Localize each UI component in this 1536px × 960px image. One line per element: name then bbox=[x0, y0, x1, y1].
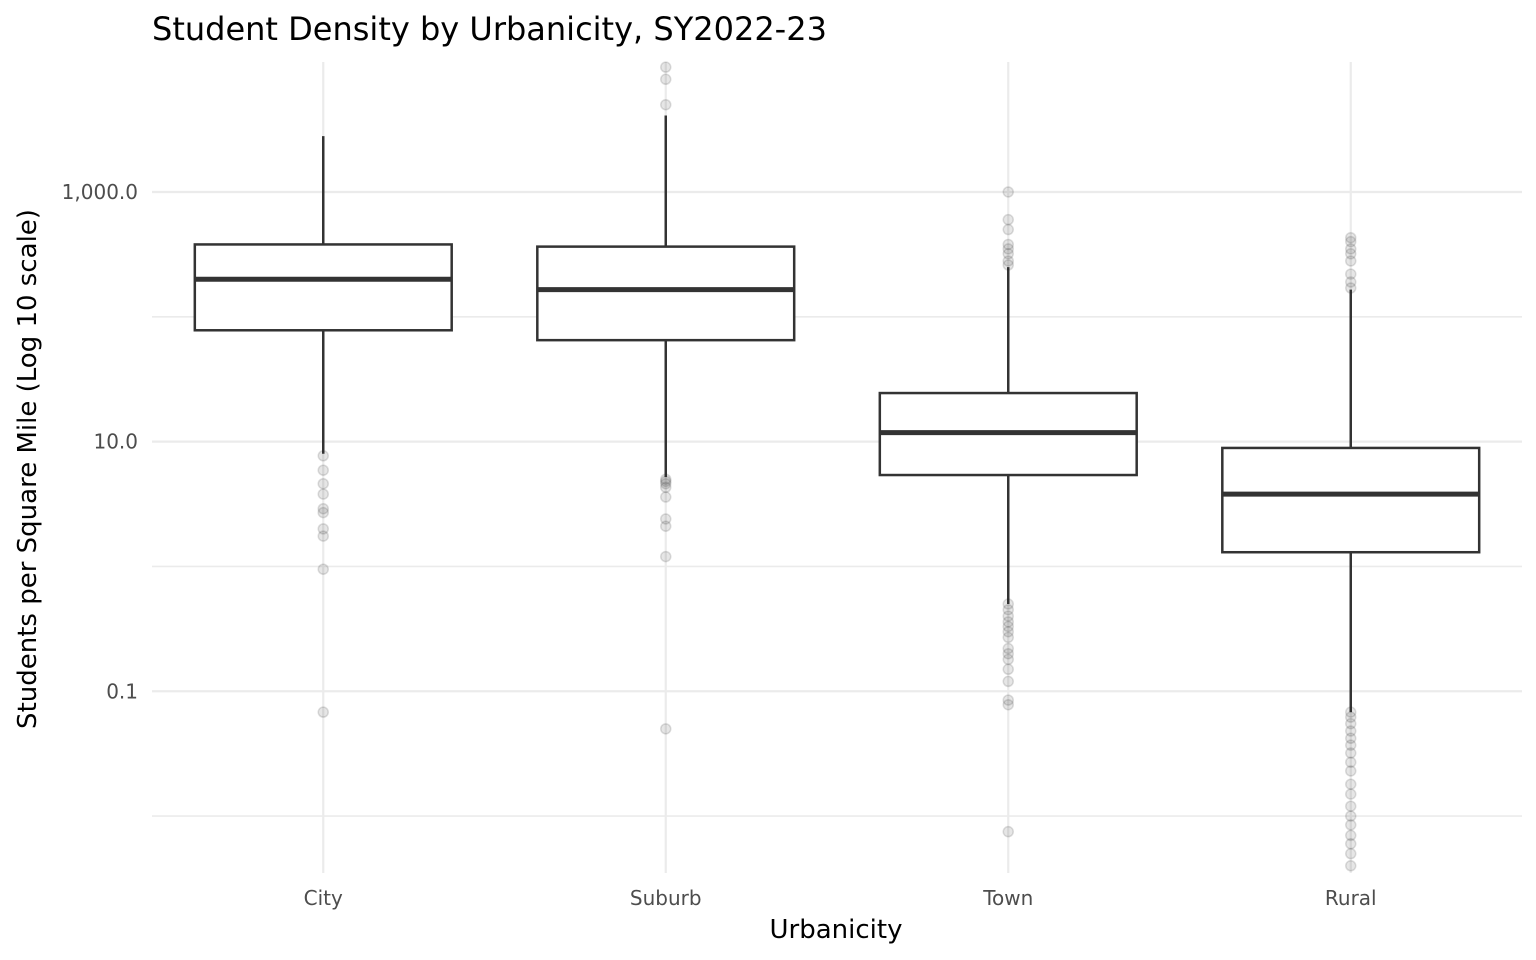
outlier-point bbox=[1002, 625, 1014, 638]
outlier-point bbox=[660, 723, 672, 735]
x-tick-label: Rural bbox=[1325, 886, 1377, 910]
outlier-point bbox=[317, 450, 329, 462]
tick-layer: 0.1 10.0 1,000.0 City Suburb Town Rural bbox=[62, 180, 1377, 910]
iqr-box bbox=[1221, 446, 1481, 554]
iqr-box bbox=[193, 243, 453, 332]
y-tick-label: 1,000.0 bbox=[62, 180, 138, 204]
outlier-point bbox=[1002, 259, 1014, 271]
outlier-point bbox=[1002, 642, 1014, 655]
outlier-point bbox=[1345, 276, 1357, 288]
y-tick-label: 0.1 bbox=[106, 679, 138, 703]
outlier-point bbox=[1002, 186, 1014, 198]
outlier-point bbox=[1345, 756, 1357, 768]
outlier-point bbox=[660, 513, 672, 525]
outlier-point bbox=[317, 563, 329, 575]
outlier-point bbox=[1345, 847, 1357, 860]
outlier-point bbox=[1002, 694, 1014, 706]
outlier-point bbox=[660, 550, 672, 563]
outlier-point bbox=[1002, 255, 1014, 267]
outlier-point bbox=[1345, 739, 1357, 751]
outlier-point bbox=[1002, 223, 1014, 236]
x-tick-label: Town bbox=[982, 886, 1033, 910]
outlier-point bbox=[660, 473, 672, 485]
outlier-point bbox=[1002, 243, 1014, 255]
x-tick-label: Suburb bbox=[630, 886, 702, 910]
box-group-suburb bbox=[536, 115, 796, 478]
outlier-point bbox=[1345, 725, 1357, 737]
outlier-point bbox=[660, 475, 672, 488]
box-group-town bbox=[878, 267, 1138, 605]
outlier-point bbox=[1345, 248, 1357, 260]
outlier-point bbox=[1345, 778, 1357, 790]
outlier-point bbox=[1345, 819, 1357, 831]
outlier-point bbox=[1345, 800, 1357, 812]
x-tick-label: City bbox=[304, 886, 343, 910]
outlier-point bbox=[1002, 631, 1014, 644]
outlier-point bbox=[660, 481, 672, 494]
outlier-point bbox=[1002, 610, 1014, 622]
outlier-point bbox=[1002, 663, 1014, 676]
outlier-point bbox=[1002, 647, 1014, 660]
outlier-point bbox=[1345, 717, 1357, 730]
outlier-point bbox=[1345, 235, 1357, 248]
outlier-point bbox=[1345, 732, 1357, 745]
outlier-point bbox=[317, 523, 329, 535]
outlier-point bbox=[1345, 829, 1357, 842]
outlier-point bbox=[317, 502, 329, 515]
outlier-point bbox=[1345, 255, 1357, 267]
outlier-point bbox=[317, 506, 329, 519]
outlier-point bbox=[660, 73, 672, 86]
iqr-box bbox=[536, 245, 796, 342]
outlier-point bbox=[1345, 706, 1357, 718]
outlier-point bbox=[1002, 616, 1014, 628]
outlier-point bbox=[317, 706, 329, 718]
outlier-point bbox=[660, 477, 672, 490]
outlier-point bbox=[1345, 268, 1357, 280]
outlier-layer bbox=[317, 61, 1357, 872]
outlier-point bbox=[1345, 765, 1357, 777]
outlier-point bbox=[1345, 282, 1357, 294]
outlier-point bbox=[660, 61, 672, 73]
outlier-point bbox=[1002, 620, 1014, 633]
outlier-point bbox=[1345, 747, 1357, 759]
box-group-city bbox=[193, 136, 453, 454]
outlier-point bbox=[317, 464, 329, 476]
box-layer bbox=[193, 115, 1481, 713]
box-group-rural bbox=[1221, 289, 1481, 713]
chart-title: Student Density by Urbanicity, SY2022-23 bbox=[152, 10, 827, 48]
outlier-point bbox=[1345, 711, 1357, 723]
y-tick-label: 10.0 bbox=[93, 430, 138, 454]
outlier-point bbox=[1002, 248, 1014, 260]
outlier-point bbox=[1002, 213, 1014, 226]
outlier-point bbox=[1345, 788, 1357, 800]
y-axis-title: Students per Square Mile (Log 10 scale) bbox=[13, 209, 43, 729]
outlier-point bbox=[1002, 238, 1014, 251]
outlier-point bbox=[1002, 698, 1014, 711]
outlier-point bbox=[1345, 860, 1357, 872]
outlier-point bbox=[1002, 603, 1014, 616]
outlier-point bbox=[1345, 810, 1357, 822]
outlier-point bbox=[1345, 838, 1357, 850]
outlier-point bbox=[1002, 598, 1014, 610]
outlier-point bbox=[660, 520, 672, 532]
x-axis-title: Urbanicity bbox=[770, 915, 903, 945]
outlier-point bbox=[660, 491, 672, 503]
outlier-point bbox=[317, 477, 329, 490]
outlier-point bbox=[1002, 653, 1014, 666]
outlier-point bbox=[317, 488, 329, 500]
outlier-point bbox=[1345, 243, 1357, 255]
outlier-point bbox=[1002, 825, 1014, 838]
outlier-point bbox=[1345, 231, 1357, 244]
outlier-point bbox=[660, 98, 672, 111]
outlier-point bbox=[317, 530, 329, 542]
outlier-point bbox=[1002, 675, 1014, 688]
